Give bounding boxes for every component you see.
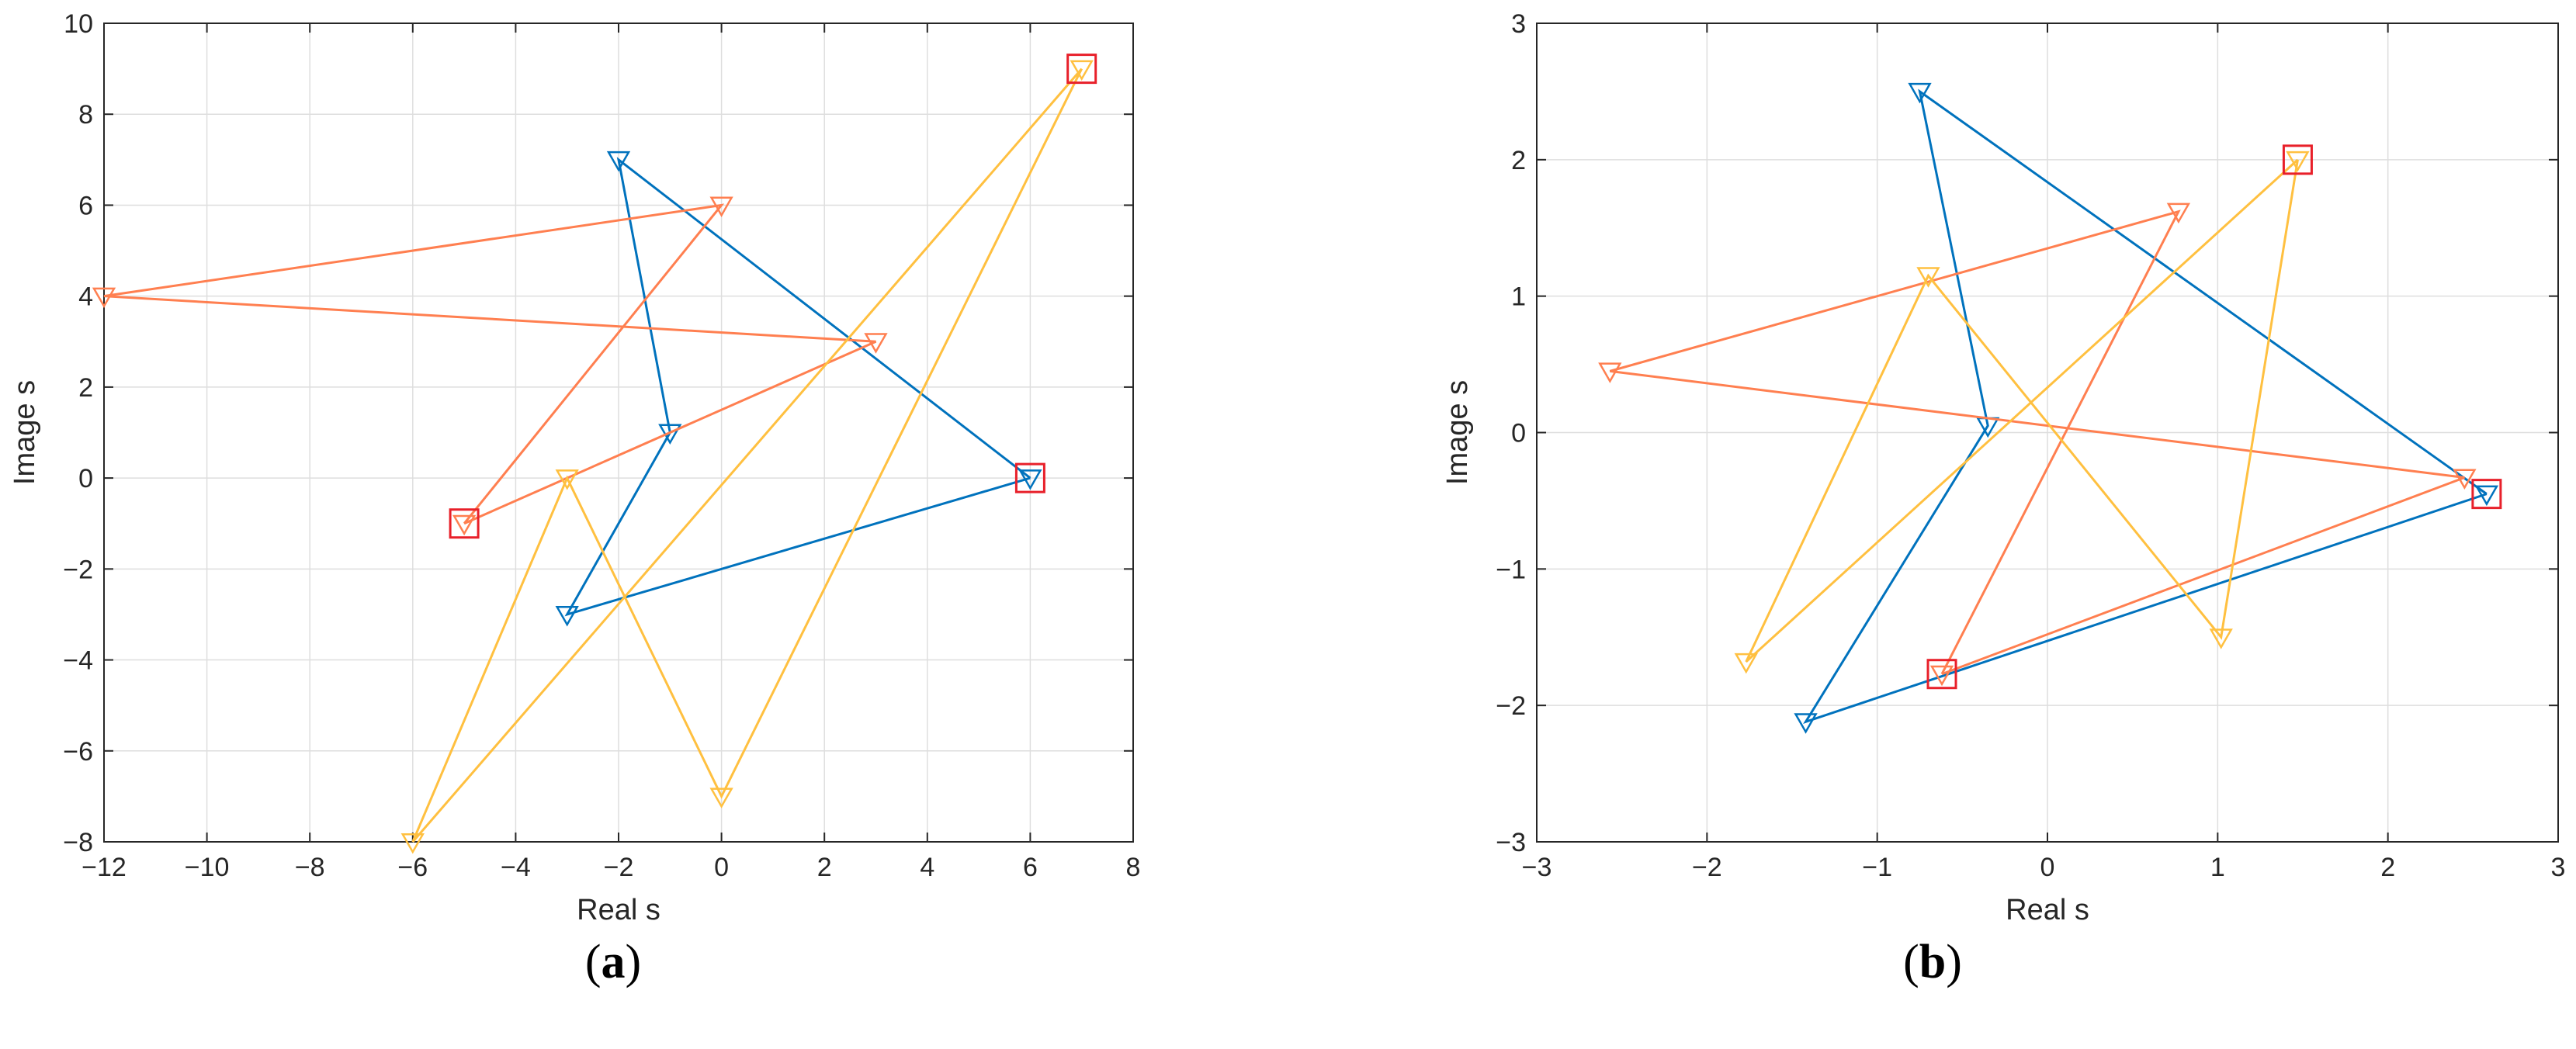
marker-triangle-orange [92,287,116,309]
y-tick-label: 6 [78,191,93,220]
chart-panel-a: −12 −10 −8 −6 −4 −2 0 2 4 6 8 −8 −6 −4 −2 0 2 4 6 8 10 Real s… [9,9,1141,926]
caption-a-letter: a [601,936,626,988]
x-tick-label: 1 [2210,853,2225,882]
y-tick-label: 8 [78,100,93,130]
caption-a: (a) [584,936,642,988]
x-tick-label: 3 [2551,853,2566,882]
caption-b: (b) [1903,936,1962,988]
marker-triangle-blue [555,605,579,627]
series-line-yellow [411,68,1083,843]
marker-triangle-orange [864,333,888,354]
x-tick-label: −10 [185,853,230,882]
y-tick-label: 4 [78,282,93,312]
marker-triangle-yellow [709,788,733,808]
x-axis-label: Real s [577,894,660,926]
x-tick-label: 4 [920,853,934,882]
series-line-blue [1803,88,2488,725]
x-tick-label: 2 [817,853,832,882]
y-tick-label: 2 [1511,146,1526,175]
marker-triangle-yellow [400,833,425,854]
y-tick-label: −8 [63,828,93,857]
marker-triangle-yellow [2286,151,2310,172]
y-tick-label: −2 [1496,691,1526,721]
y-tick-label: 3 [1511,9,1526,39]
marker-triangle-yellow [1734,653,1758,674]
x-tick-label: −6 [397,853,428,882]
marker-triangle-blue [1018,469,1042,490]
caption-b-letter: b [1919,936,1947,988]
y-tick-label: 0 [78,464,93,493]
x-tick-label: 0 [714,853,729,882]
x-tick-label: −12 [81,853,127,882]
series-line-orange [103,203,877,525]
y-tick-label: −4 [63,646,93,676]
y-tick-label: −1 [1496,555,1526,584]
y-tick-label: 0 [1511,419,1526,448]
marker-triangle-orange [452,514,477,536]
marker-triangle-orange [2453,469,2477,490]
marker-triangle-blue [1794,713,1818,734]
x-tick-label: −3 [1522,853,1552,882]
marker-triangle-blue [1908,82,1932,104]
marker-square [1926,659,1957,690]
y-tick-label: −2 [63,555,93,584]
y-tick-label: 2 [78,373,93,403]
x-tick-label: 0 [2040,853,2055,882]
x-tick-label: −1 [1862,853,1892,882]
y-tick-label: −3 [1496,828,1526,857]
x-tick-label: 6 [1023,853,1038,882]
chart-panel-b: −3 −2 −1 0 1 2 3 −3 −2 −1 0 1 2 3 Real s Image s [1441,9,2566,926]
marker-triangle-orange [1929,665,1954,687]
y-axis-label: Image s [9,380,41,485]
marker-triangle-yellow [1916,267,1940,288]
x-axis-label: Real s [2006,894,2089,926]
marker-triangle-orange [709,196,733,217]
marker-triangle-yellow [555,469,579,490]
x-tick-label: −4 [501,853,531,882]
y-axis-label: Image s [1441,380,1474,485]
x-tick-label: −2 [604,853,634,882]
y-tick-label: 1 [1511,282,1526,312]
y-tick-label: −6 [63,737,93,767]
marker-triangle-orange [2166,203,2191,224]
marker-triangle-orange [1598,362,1622,383]
y-tick-label: 10 [64,9,93,39]
marker-triangle-blue [606,151,631,172]
marker-square [2471,479,2502,510]
marker-triangle-yellow [1070,60,1094,81]
x-tick-label: −8 [295,853,325,882]
marker-square [449,508,480,539]
marker-square [2282,144,2313,175]
marker-triangle-yellow [2209,628,2233,649]
x-tick-label: 8 [1126,853,1141,882]
x-tick-label: −2 [1692,853,1722,882]
marker-square [1014,462,1045,493]
marker-triangle-blue [2474,485,2499,507]
marker-square [1066,54,1097,85]
series-line-orange [1609,209,2465,676]
series-line-yellow [1745,158,2299,663]
x-tick-label: 2 [2380,853,2395,882]
